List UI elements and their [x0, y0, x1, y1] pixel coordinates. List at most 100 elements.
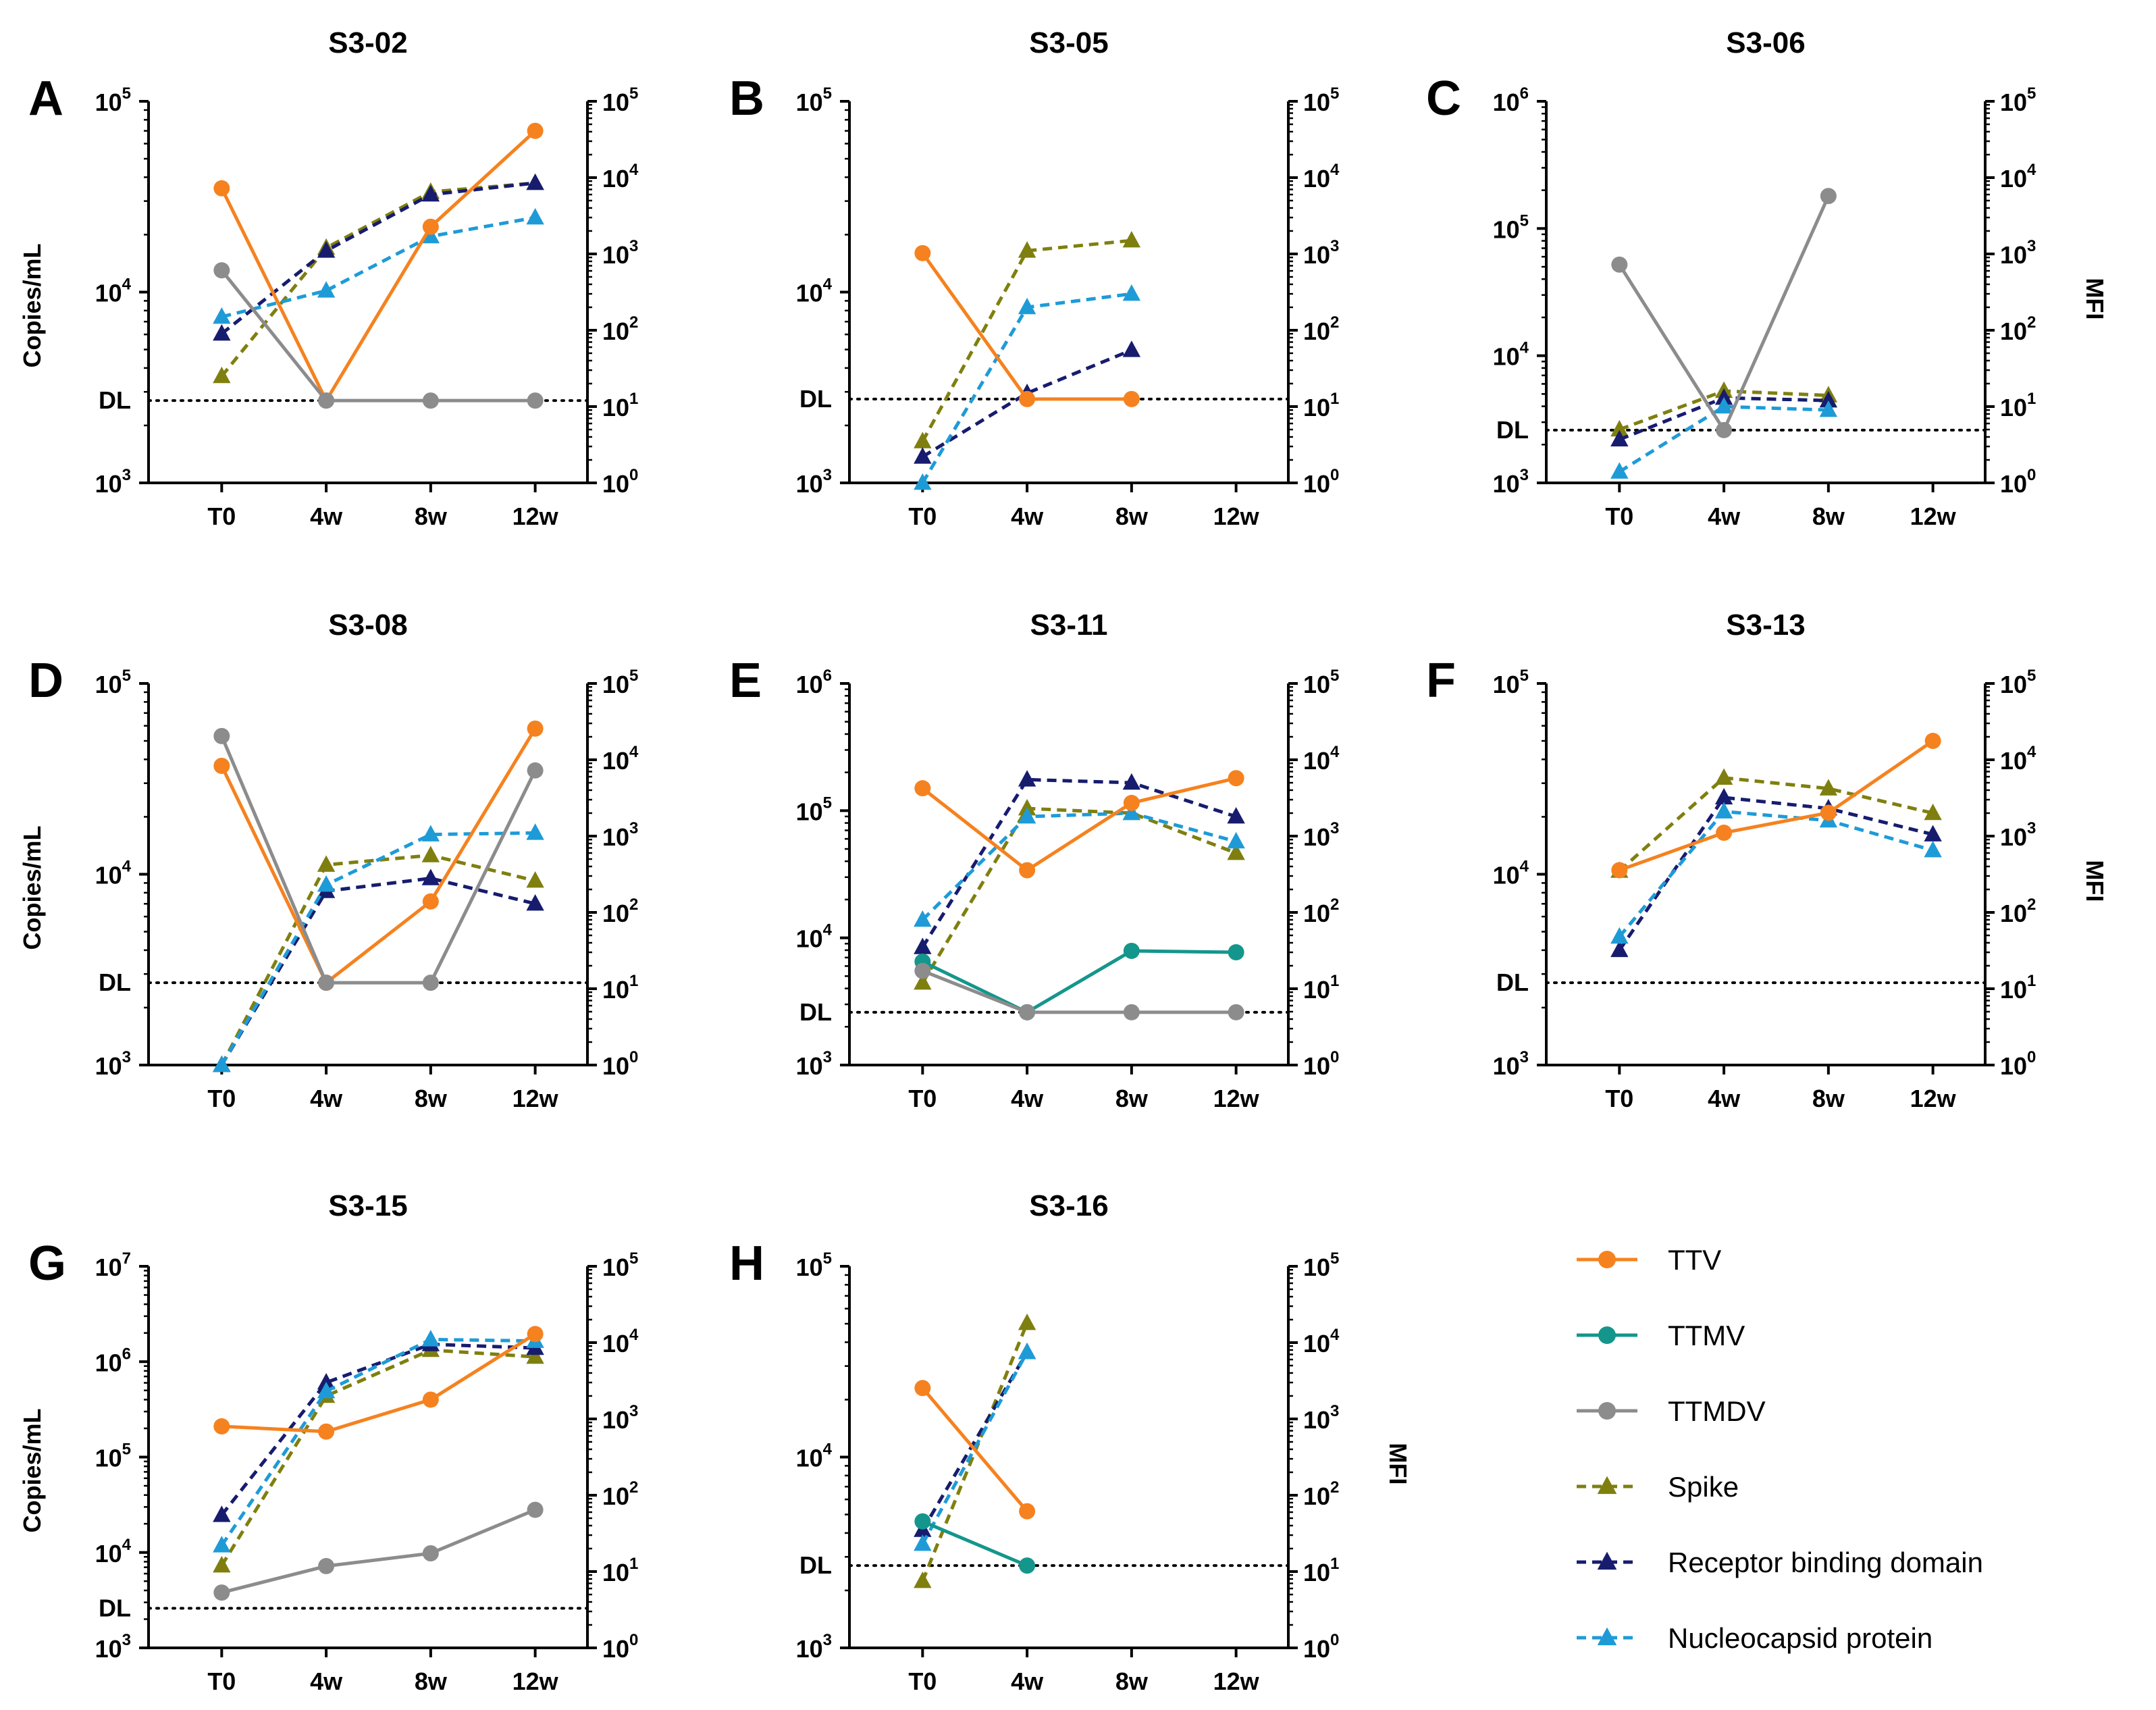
- left-tick-label: 106: [796, 667, 832, 698]
- data-point: [914, 937, 932, 954]
- data-point: [421, 226, 440, 244]
- series-line: [921, 777, 1237, 948]
- detection-limit-label: DL: [1496, 968, 1529, 996]
- series-line: [220, 269, 535, 403]
- data-point: [1819, 779, 1838, 796]
- left-tick-label: 103: [796, 466, 832, 497]
- right-tick-label: 102: [602, 1478, 638, 1509]
- panel-letter: B: [729, 72, 764, 126]
- data-point: [1924, 733, 1941, 750]
- chart-panel-g: S3-15 G 103 104 105 106 107 100 101 102 103 104 105 T…: [18, 1189, 639, 1695]
- data-point: [527, 122, 544, 139]
- panel-title: S3-02: [328, 26, 407, 59]
- x-tick-label: 4w: [1011, 1667, 1044, 1695]
- data-point: [318, 1557, 335, 1574]
- right-tick-label: 102: [602, 313, 638, 344]
- series-ttmdv: [914, 962, 1244, 1020]
- y-axis-title-left: Copies/mL: [18, 1408, 46, 1532]
- data-point: [213, 1555, 231, 1573]
- panel-title: S3-15: [328, 1189, 407, 1222]
- data-point: [1228, 944, 1244, 961]
- left-tick-label: 103: [796, 1631, 832, 1662]
- right-tick-label: 102: [2000, 313, 2036, 344]
- data-point: [422, 1545, 439, 1561]
- right-tick-label: 102: [1303, 313, 1339, 344]
- left-tick-label: 105: [1493, 667, 1529, 698]
- data-point: [1714, 787, 1733, 805]
- right-tick-label: 100: [1303, 466, 1339, 497]
- data-point: [1819, 390, 1838, 408]
- left-tick-label: 104: [95, 858, 132, 889]
- right-tick-label: 101: [2000, 390, 2036, 421]
- series-line: [221, 1332, 536, 1434]
- right-tick-label: 104: [602, 1326, 639, 1357]
- series-spike: [914, 1314, 1036, 1588]
- series-rbd: [914, 770, 1245, 954]
- right-tick-label: 100: [1303, 1631, 1339, 1662]
- data-point: [914, 1513, 931, 1530]
- left-tick-label: 107: [95, 1249, 131, 1280]
- right-tick-label: 102: [2000, 896, 2036, 927]
- series-line: [220, 853, 536, 1066]
- series-ttv: [914, 1380, 1036, 1520]
- left-tick-label: 104: [796, 276, 833, 307]
- data-point: [914, 1380, 931, 1397]
- data-point: [1123, 942, 1140, 959]
- panel-title: S3-06: [1726, 26, 1805, 59]
- data-point: [914, 432, 932, 448]
- series-ttmdv: [213, 1501, 544, 1601]
- x-tick-label: 4w: [310, 1085, 343, 1112]
- series-line: [1618, 810, 1934, 938]
- y-axis-title-left: Copies/mL: [18, 243, 46, 367]
- y-axis-title-right: MFI: [2081, 278, 2109, 320]
- data-point: [1018, 1314, 1036, 1330]
- chart-panel-h: S3-16 H 103 104 105 100 101 102 103 104 105 T0 4w 8w 1…: [729, 1189, 1412, 1695]
- legend-swatch-marker: [1598, 1326, 1616, 1344]
- data-point: [1228, 1004, 1244, 1020]
- data-point: [1228, 770, 1244, 787]
- right-tick-label: 101: [2000, 972, 2036, 1003]
- data-point: [1924, 841, 1942, 858]
- data-point: [1714, 768, 1733, 785]
- right-tick-label: 104: [602, 161, 639, 192]
- data-point: [526, 173, 544, 190]
- data-point: [421, 846, 440, 862]
- data-point: [421, 869, 440, 885]
- series-ttmdv: [213, 727, 544, 991]
- legend-label: Receptor binding domain: [1668, 1547, 1983, 1578]
- detection-limit-label: DL: [799, 385, 832, 413]
- x-tick-label: 12w: [1910, 1085, 1957, 1112]
- legend-label: TTMDV: [1668, 1395, 1766, 1427]
- right-tick-label: 104: [1303, 161, 1340, 192]
- series-line: [1618, 796, 1934, 952]
- x-tick-label: T0: [1605, 502, 1633, 530]
- legend-swatch-marker: [1598, 1251, 1616, 1268]
- series-ttv: [914, 244, 1140, 407]
- left-tick-label: 105: [95, 1441, 131, 1472]
- right-tick-label: 103: [602, 1402, 638, 1433]
- legend-swatch-marker: [1598, 1402, 1616, 1420]
- x-tick-label: T0: [207, 502, 236, 530]
- right-tick-label: 105: [2000, 667, 2036, 698]
- legend-item-ttmv: TTMV: [1577, 1320, 1745, 1351]
- panel-title: S3-13: [1726, 608, 1805, 642]
- x-tick-label: 8w: [1812, 502, 1845, 530]
- chart-panel-b: S3-05 B 103 104 105 100 101 102 103 104 105 T0 4w 8w 1…: [729, 26, 1340, 530]
- series-line: [220, 181, 535, 378]
- y-axis-title-right: MFI: [2081, 860, 2109, 902]
- left-tick-label: 105: [796, 84, 832, 115]
- series-line: [221, 1508, 536, 1595]
- x-tick-label: 4w: [310, 502, 343, 530]
- series-ttv: [213, 1326, 544, 1440]
- chart-panel-e: S3-11 E 103 104 105 106 100 101 102 103 104 105 T0 4w…: [729, 608, 1340, 1112]
- data-point: [317, 1381, 336, 1399]
- series-np: [213, 207, 544, 324]
- data-point: [1714, 802, 1733, 819]
- data-point: [1019, 390, 1036, 407]
- right-tick-label: 101: [1303, 390, 1339, 421]
- x-tick-label: 4w: [1708, 1085, 1741, 1112]
- legend-swatch-marker: [1597, 1551, 1617, 1570]
- data-point: [422, 893, 439, 910]
- data-point: [1122, 340, 1141, 357]
- data-point: [526, 207, 544, 225]
